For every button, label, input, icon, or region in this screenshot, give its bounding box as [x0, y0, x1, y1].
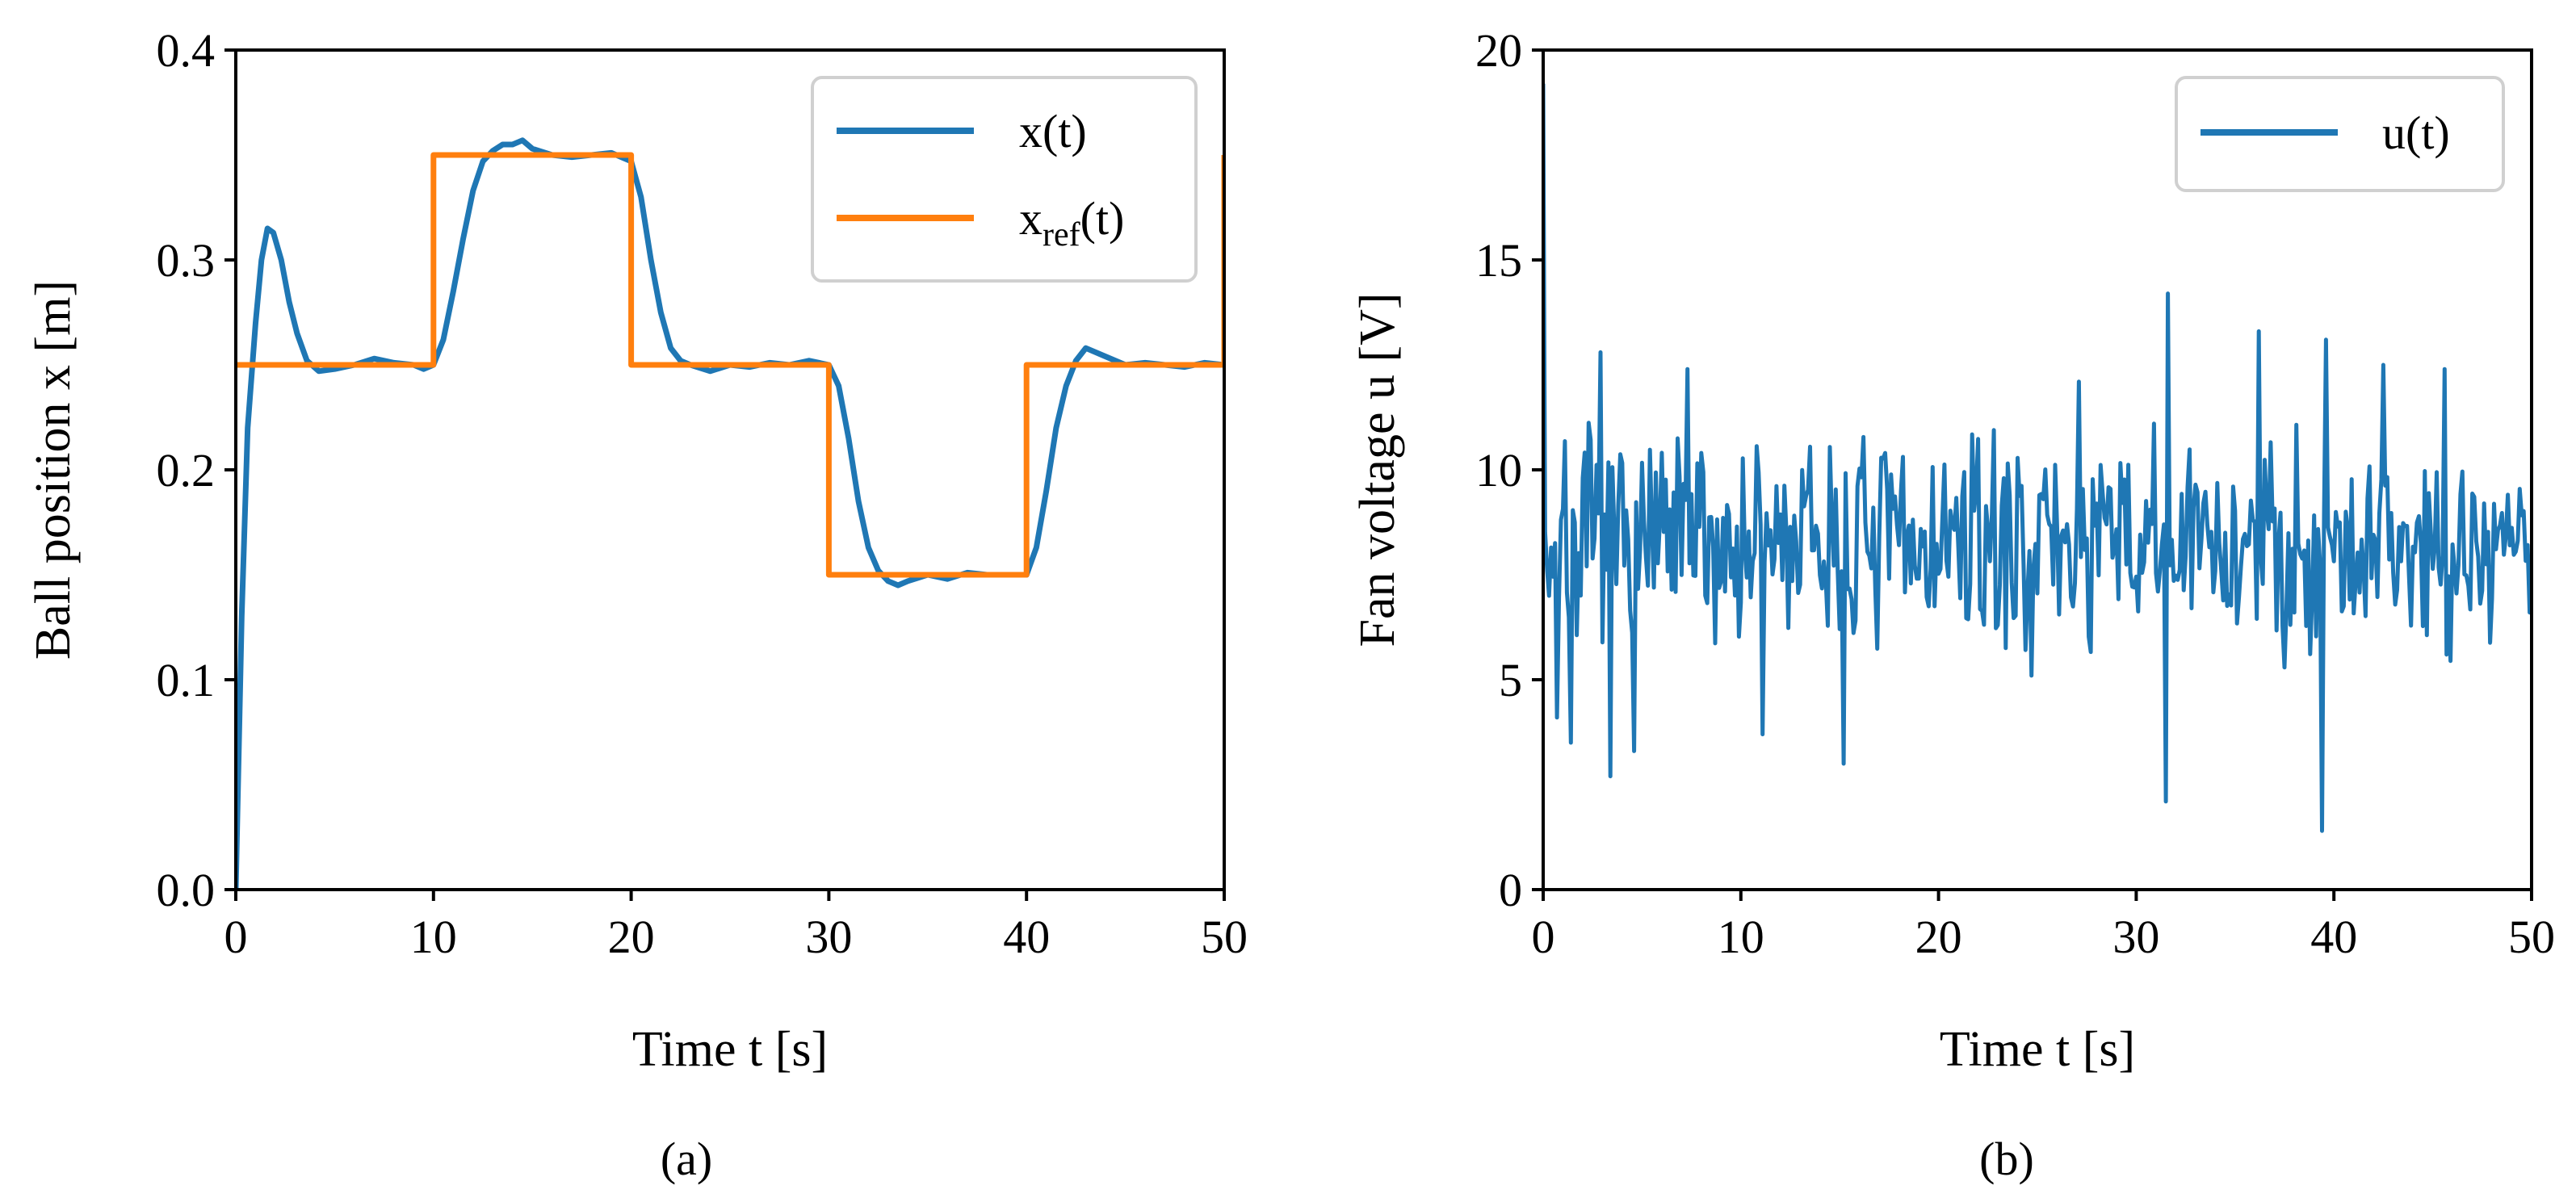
panel-b-ytick-label: 5	[1499, 654, 1522, 706]
panel-a-xtick-label: 0	[224, 911, 248, 963]
panel-b-xlabel: Time t [s]	[1940, 1022, 2135, 1077]
panel-a-xtick-label: 10	[410, 911, 457, 963]
panel-b-legend: u(t)	[2175, 76, 2505, 192]
panel-a-ytick-label: 0.2	[157, 444, 216, 496]
panel-a-ytick-label: 0.3	[157, 234, 216, 287]
panel-b-plot: 0 10 20 30 40 50 0 5 10 15 20 Time t [s] Fan volta…	[1350, 24, 2555, 1185]
panel-b-ytick-label: 15	[1475, 234, 1522, 287]
panel-b-xtick-label: 30	[2112, 911, 2159, 963]
legend-xref-label: xref(t)	[1019, 192, 1124, 253]
panel-a-ytick-label: 0.4	[157, 24, 216, 77]
panel-a-xlabel: Time t [s]	[632, 1022, 828, 1077]
panel-b-ylabel: Fan voltage u [V]	[1350, 292, 1405, 647]
panel-a-xtick-label: 50	[1201, 911, 1248, 963]
panel-a-series-xref-line	[236, 152, 1224, 578]
legend-x-label: x(t)	[1019, 105, 1087, 157]
panel-b-xtick-label: 0	[1532, 911, 1555, 963]
panel-b-series-u-line	[1543, 83, 2532, 833]
panel-b-ytick-label: 0	[1499, 864, 1522, 916]
panel-b-ytick-label: 10	[1475, 444, 1522, 496]
panel-a-axes	[234, 48, 1226, 891]
panel-b-xtick-label: 40	[2310, 911, 2357, 963]
panel-a-caption: (a)	[661, 1133, 712, 1185]
panel-a-ylabel: Ball position x [m]	[26, 280, 81, 660]
panel-b-xtick-label: 50	[2508, 911, 2555, 963]
panel-a-plot: 0 10 20 30 40 50 0.0 0.1 0.2 0.3 0.4 Time t [s] Ba…	[26, 24, 1248, 1185]
panel-a-ytick-label: 0.0	[157, 864, 216, 916]
panel-b-ytick-label: 20	[1475, 24, 1522, 77]
panel-a-xtick-label: 40	[1003, 911, 1050, 963]
panel-a-xtick-label: 20	[608, 911, 655, 963]
panel-b-xtick-label: 20	[1915, 911, 1962, 963]
panel-b-xtick-label: 10	[1718, 911, 1764, 963]
legend-u-label: u(t)	[2382, 107, 2450, 159]
panel-b-axes	[1542, 48, 2533, 891]
panel-b-caption: (b)	[1979, 1133, 2034, 1185]
panel-a-ytick-label: 0.1	[157, 654, 216, 706]
panel-a-legend: x(t) xref(t)	[811, 76, 1198, 283]
panel-a-xtick-label: 30	[805, 911, 852, 963]
